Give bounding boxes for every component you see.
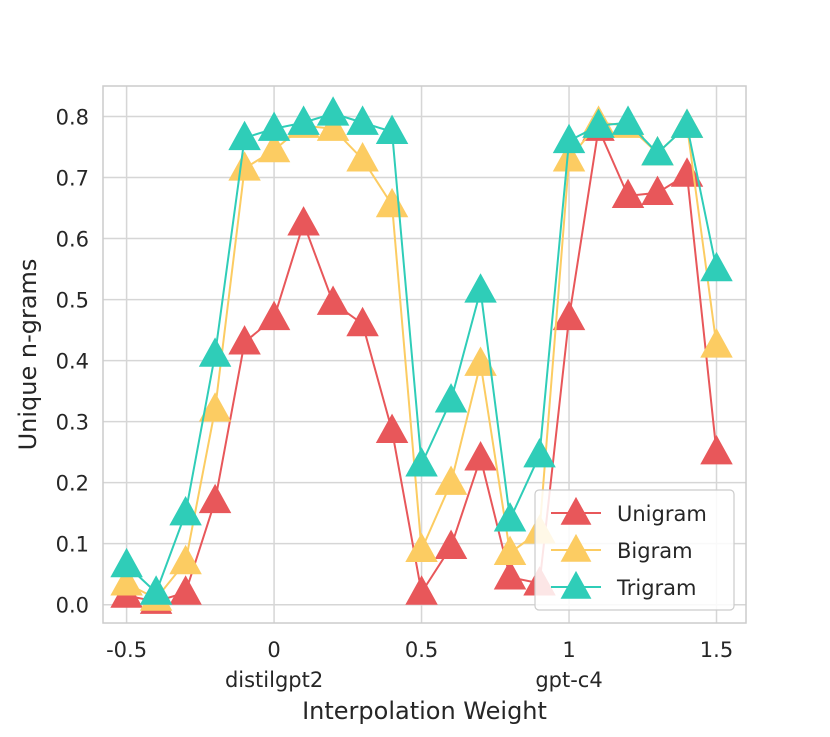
data-point: [611, 178, 645, 209]
y-axis-label: Unique n-grams: [14, 259, 42, 451]
x-tick-label: 0: [267, 638, 280, 662]
data-point: [464, 273, 497, 303]
data-point: [287, 105, 320, 135]
data-point: [434, 529, 468, 559]
data-point: [316, 111, 350, 141]
x-annotations: distilgpt2 gpt-c4: [225, 668, 603, 692]
data-point: [316, 96, 350, 126]
y-tick-label: 0.8: [56, 106, 89, 130]
data-point: [375, 187, 409, 218]
data-point: [582, 108, 615, 138]
legend-label: Bigram: [617, 539, 693, 563]
x-tick-label: 0.5: [405, 638, 438, 662]
legend-marker: [560, 533, 592, 562]
y-tick-label: 0.1: [56, 533, 89, 557]
data-point: [405, 575, 438, 605]
y-tick-label: 0.0: [56, 594, 89, 618]
x-axis-label: Interpolation Weight: [302, 697, 547, 725]
data-point: [523, 438, 556, 468]
data-point: [405, 532, 438, 562]
data-point: [493, 502, 527, 532]
data-point: [641, 175, 674, 206]
y-tick-label: 0.2: [56, 472, 89, 496]
model-annotation: distilgpt2: [225, 668, 323, 692]
data-point: [110, 547, 143, 578]
data-point: [375, 114, 409, 144]
data-point: [257, 132, 291, 163]
x-tick-label: 1: [562, 638, 575, 662]
data-point: [434, 465, 468, 495]
axis-ticks: -0.5 0 0.5 1 1.5 0.0 0.1 0.2 0.3 0.4 0.5 0.6 0.7 0.8: [56, 106, 734, 662]
data-point: [257, 111, 291, 141]
series-trigram: [110, 96, 733, 605]
data-point: [346, 142, 379, 172]
plot-frame: [102, 85, 747, 624]
data-point: [552, 142, 586, 172]
data-point: [552, 123, 586, 154]
data-point: [287, 206, 320, 236]
x-tick-label: -0.5: [106, 638, 147, 662]
legend-label: Unigram: [617, 502, 707, 526]
data-point: [316, 285, 350, 315]
data-point: [464, 441, 497, 471]
data-point: [434, 383, 468, 413]
data-point: [198, 337, 232, 367]
data-point: [611, 105, 645, 135]
data-point: [169, 495, 202, 526]
data-point: [405, 447, 438, 477]
data-point: [552, 300, 586, 331]
data-point: [346, 105, 379, 135]
data-point: [641, 135, 674, 166]
data-point: [700, 251, 733, 282]
x-tick-label: 1.5: [700, 638, 733, 662]
legend-entry: Trigram: [551, 570, 697, 600]
data-point: [493, 560, 527, 590]
y-tick-label: 0.4: [56, 350, 89, 374]
legend-entry: Unigram: [551, 496, 707, 526]
data-point: [228, 151, 261, 181]
legend-entry: Bigram: [551, 533, 693, 563]
legend-marker: [560, 570, 592, 599]
data-point: [257, 300, 291, 331]
data-point: [375, 413, 409, 443]
legend-label: Trigram: [616, 576, 697, 600]
plot-series: [110, 96, 733, 614]
data-point: [670, 108, 704, 138]
y-tick-label: 0.5: [56, 289, 89, 313]
data-point: [139, 575, 173, 605]
data-point: [198, 392, 232, 422]
legend: Unigram Bigram Trigram: [534, 489, 735, 611]
data-point: [464, 346, 497, 376]
data-point: [700, 328, 733, 358]
data-point: [700, 434, 733, 465]
y-tick-label: 0.3: [56, 411, 89, 435]
legend-marker: [560, 496, 592, 525]
y-tick-label: 0.6: [56, 228, 89, 252]
data-point: [228, 120, 261, 151]
data-point: [493, 535, 527, 566]
y-tick-label: 0.7: [56, 167, 89, 191]
data-point: [110, 566, 143, 596]
data-point: [169, 544, 202, 575]
data-point: [346, 306, 379, 337]
data-point: [228, 325, 261, 355]
data-point: [169, 575, 202, 605]
model-annotation: gpt-c4: [535, 668, 602, 692]
data-point: [198, 483, 232, 514]
